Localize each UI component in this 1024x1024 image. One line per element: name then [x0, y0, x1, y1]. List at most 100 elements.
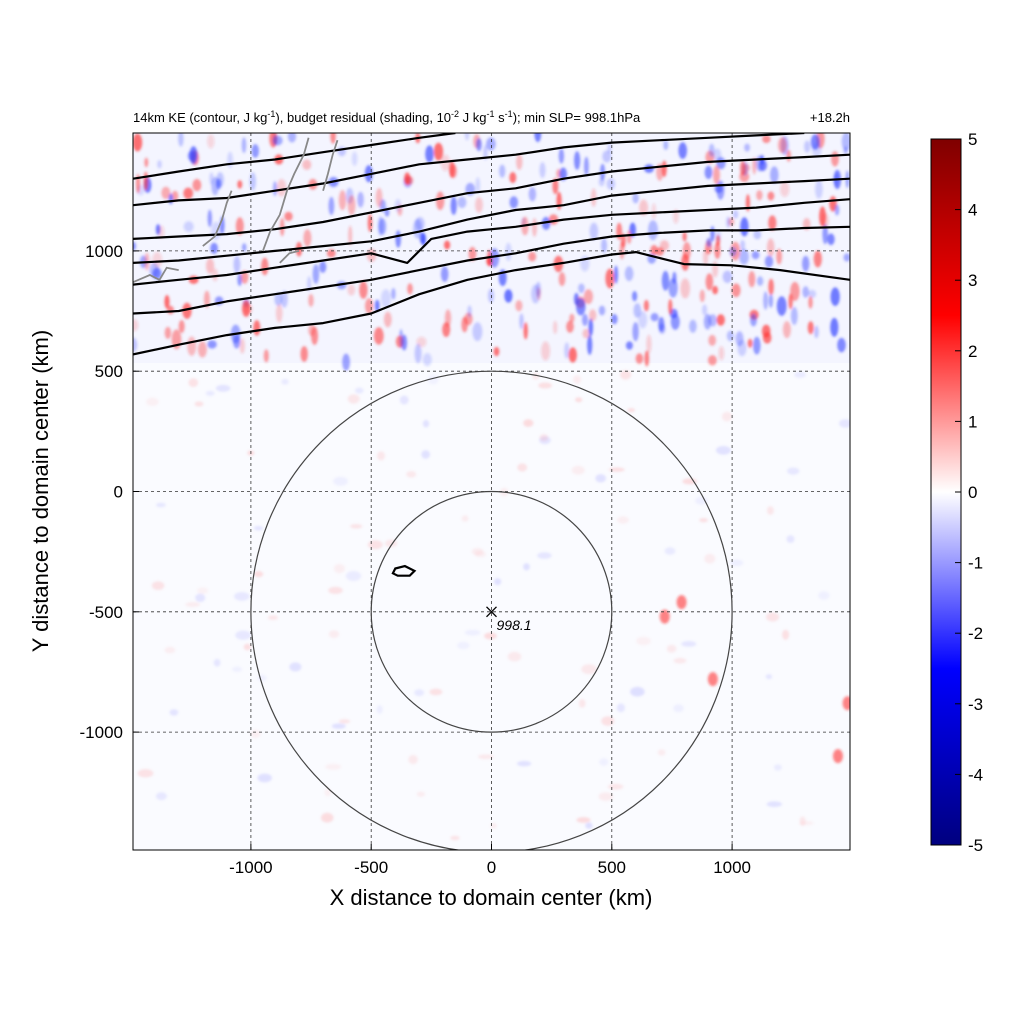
shading-speckle — [575, 397, 583, 403]
shading-speckle — [457, 196, 467, 208]
shading-speckle — [681, 641, 697, 647]
shading-speckle — [751, 251, 760, 260]
shading-speckle — [185, 602, 200, 607]
shading-speckle — [263, 349, 269, 363]
shading-speckle — [537, 552, 552, 559]
shading-speckle — [276, 179, 287, 197]
shading-speckle — [133, 337, 138, 352]
shading-speckle — [532, 218, 537, 237]
x-tick-label: -1000 — [229, 858, 272, 877]
shading-speckle — [763, 291, 768, 310]
shading-speckle — [188, 275, 199, 284]
shading-speckle — [740, 217, 749, 237]
shading-speckle — [517, 463, 528, 472]
shading-speckle — [539, 162, 546, 178]
shading-speckle — [704, 165, 713, 179]
shading-speckle — [457, 641, 470, 650]
shading-speckle — [787, 467, 800, 475]
shading-speckle — [151, 581, 165, 590]
colorbar-tick-label: -1 — [968, 554, 983, 573]
colorbar-tick-label: 5 — [968, 130, 977, 149]
shading-speckle — [758, 159, 768, 172]
shading-speckle — [209, 172, 214, 185]
shading-speckle — [250, 729, 261, 739]
ke-contours — [133, 133, 850, 577]
shading-speckle — [227, 151, 233, 168]
shading-speckle — [243, 643, 252, 651]
shading-speckle — [515, 300, 523, 312]
shading-speckle — [599, 758, 609, 766]
shading-speckle — [558, 148, 565, 164]
shading-speckle — [583, 289, 594, 304]
shading-speckle — [171, 190, 179, 202]
shading-speckle — [576, 817, 591, 823]
coastline-segment — [322, 139, 339, 191]
shading-spot — [676, 595, 687, 610]
shading-speckle — [541, 341, 551, 361]
shading-speckle — [494, 578, 502, 586]
shading-speckle — [444, 309, 452, 327]
shading-speckle — [658, 323, 666, 334]
shading-speckle — [415, 217, 425, 231]
shading-speckle — [307, 276, 312, 292]
shading-speckle — [367, 540, 383, 550]
x-tick-label: -500 — [354, 858, 388, 877]
shading-speckle — [790, 306, 798, 325]
shading-speckle — [404, 172, 411, 185]
shading-speckle — [680, 278, 690, 299]
shading-speckle — [611, 314, 618, 325]
shading-speckle — [716, 446, 731, 455]
shading-speckle — [381, 289, 391, 309]
title-part-3: J kg — [459, 110, 486, 125]
shading-speckle — [632, 322, 639, 342]
shading-speckle — [569, 313, 575, 323]
shading-speckle — [682, 231, 687, 242]
shading-speckle — [338, 719, 351, 724]
coastline-segment — [262, 137, 310, 252]
shading-speckle — [767, 191, 775, 201]
shading-speckle — [303, 229, 312, 247]
x-tick-label: 0 — [487, 858, 496, 877]
shading-speckle — [650, 245, 658, 256]
coastline — [133, 137, 339, 284]
shading-speckle — [730, 559, 744, 567]
shading-speckle — [523, 563, 530, 571]
shading-speckle — [461, 515, 469, 522]
shading-speckle — [207, 209, 212, 227]
shading-speckle — [607, 143, 612, 154]
shading-speckle — [487, 288, 495, 303]
shading-speckle — [394, 199, 402, 212]
shading-speckle — [333, 476, 348, 486]
range-circles — [250, 370, 733, 850]
shading-speckle — [564, 342, 570, 359]
shading-speckle — [272, 135, 283, 146]
shading-speckle — [630, 686, 645, 697]
shading-speckle — [678, 142, 687, 159]
shading-speckle — [627, 408, 635, 413]
shading-speckle — [421, 450, 431, 459]
shading-speckle — [706, 237, 712, 247]
shading-speckle — [197, 341, 207, 358]
shading-speckle — [347, 394, 360, 404]
shading-speckle — [350, 524, 363, 529]
shading-speckle — [673, 657, 687, 664]
shading-speckle — [351, 151, 358, 166]
shading-speckle — [538, 382, 552, 389]
shading-speckle — [468, 246, 477, 261]
shading-speckle — [195, 593, 206, 602]
forecast-hour-label: +18.2h — [810, 110, 850, 125]
shading-speckle — [472, 322, 483, 341]
shading-speckle — [750, 313, 757, 327]
y-tick-label: -1000 — [80, 723, 123, 742]
shading-speckle — [504, 289, 513, 303]
shading-speckle — [841, 133, 850, 151]
shading-speckle — [280, 290, 288, 308]
shading-speckle — [815, 180, 823, 199]
shading-speckle — [699, 289, 705, 303]
shading-speckle — [768, 294, 774, 308]
shading-speckle — [289, 662, 302, 672]
shading-speckle — [589, 222, 599, 240]
shading-speckle — [633, 303, 642, 318]
shading-speckle — [414, 689, 425, 697]
title-part-2: ), budget residual (shading, 10 — [275, 110, 451, 125]
